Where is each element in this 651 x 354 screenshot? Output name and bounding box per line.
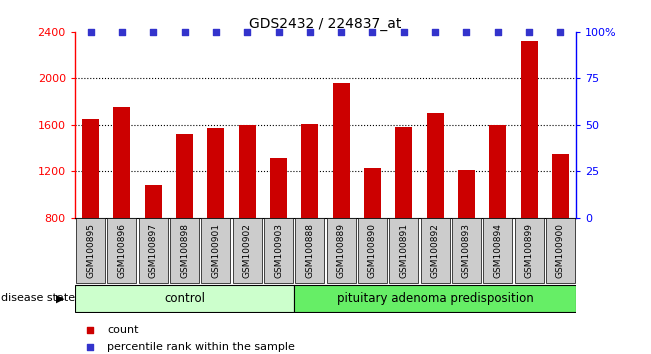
Text: GSM100902: GSM100902 <box>243 223 252 278</box>
Text: GSM100893: GSM100893 <box>462 223 471 278</box>
Title: GDS2432 / 224837_at: GDS2432 / 224837_at <box>249 17 402 31</box>
Bar <box>145 185 162 218</box>
FancyBboxPatch shape <box>294 285 576 312</box>
FancyBboxPatch shape <box>546 218 575 282</box>
FancyBboxPatch shape <box>170 218 199 282</box>
Point <box>524 29 534 35</box>
Bar <box>521 41 538 218</box>
FancyBboxPatch shape <box>75 285 294 312</box>
Text: percentile rank within the sample: percentile rank within the sample <box>107 342 296 352</box>
Text: control: control <box>164 292 205 305</box>
Text: count: count <box>107 325 139 335</box>
Point <box>555 29 566 35</box>
Point <box>273 29 284 35</box>
Text: GSM100896: GSM100896 <box>117 223 126 278</box>
Text: pituitary adenoma predisposition: pituitary adenoma predisposition <box>337 292 534 305</box>
FancyBboxPatch shape <box>296 218 324 282</box>
Point <box>85 29 96 35</box>
Point <box>148 29 158 35</box>
FancyBboxPatch shape <box>483 218 512 282</box>
FancyBboxPatch shape <box>201 218 230 282</box>
Text: GSM100900: GSM100900 <box>556 223 565 278</box>
FancyBboxPatch shape <box>421 218 450 282</box>
Bar <box>426 113 444 218</box>
Text: GSM100888: GSM100888 <box>305 223 314 278</box>
Point <box>336 29 346 35</box>
Bar <box>270 159 287 218</box>
Text: GSM100889: GSM100889 <box>337 223 346 278</box>
FancyBboxPatch shape <box>514 218 544 282</box>
Text: GSM100898: GSM100898 <box>180 223 189 278</box>
Bar <box>176 134 193 218</box>
Text: ▶: ▶ <box>55 293 64 303</box>
FancyBboxPatch shape <box>389 218 419 282</box>
Bar <box>301 124 318 218</box>
Point <box>85 344 95 350</box>
FancyBboxPatch shape <box>358 218 387 282</box>
FancyBboxPatch shape <box>139 218 168 282</box>
Text: GSM100901: GSM100901 <box>212 223 220 278</box>
Point <box>179 29 189 35</box>
Point <box>211 29 221 35</box>
Text: GSM100895: GSM100895 <box>86 223 95 278</box>
Text: GSM100899: GSM100899 <box>525 223 534 278</box>
Bar <box>82 119 99 218</box>
Point <box>367 29 378 35</box>
Bar <box>552 154 569 218</box>
Point <box>305 29 315 35</box>
FancyBboxPatch shape <box>107 218 137 282</box>
Text: GSM100891: GSM100891 <box>399 223 408 278</box>
Bar <box>395 127 413 218</box>
Bar <box>489 125 506 218</box>
Point <box>462 29 472 35</box>
Point <box>493 29 503 35</box>
Text: disease state: disease state <box>1 293 76 303</box>
Bar <box>364 168 381 218</box>
Bar <box>238 125 256 218</box>
Point <box>430 29 440 35</box>
Point <box>398 29 409 35</box>
Text: GSM100903: GSM100903 <box>274 223 283 278</box>
Text: GSM100890: GSM100890 <box>368 223 377 278</box>
Bar <box>458 170 475 218</box>
Point <box>85 327 95 333</box>
FancyBboxPatch shape <box>264 218 293 282</box>
FancyBboxPatch shape <box>327 218 355 282</box>
FancyBboxPatch shape <box>76 218 105 282</box>
FancyBboxPatch shape <box>232 218 262 282</box>
Point <box>242 29 253 35</box>
FancyBboxPatch shape <box>452 218 481 282</box>
Point <box>117 29 127 35</box>
Bar <box>333 83 350 218</box>
Text: GSM100897: GSM100897 <box>148 223 158 278</box>
Text: GSM100892: GSM100892 <box>431 223 439 278</box>
Bar <box>113 107 130 218</box>
Text: GSM100894: GSM100894 <box>493 223 503 278</box>
Bar <box>207 128 225 218</box>
